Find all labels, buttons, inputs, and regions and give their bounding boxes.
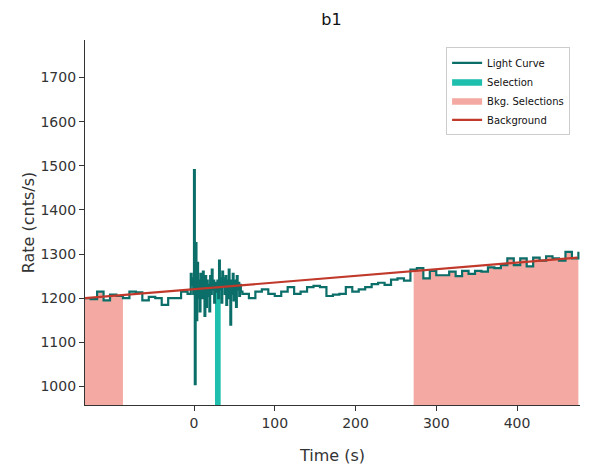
svg-text:1100: 1100 <box>40 334 76 350</box>
svg-text:400: 400 <box>504 415 531 431</box>
svg-text:1600: 1600 <box>40 114 76 130</box>
svg-text:b1: b1 <box>321 10 341 29</box>
svg-text:Time (s): Time (s) <box>299 446 365 465</box>
svg-text:1700: 1700 <box>40 69 76 85</box>
svg-text:100: 100 <box>261 415 288 431</box>
svg-text:Selection: Selection <box>487 77 533 88</box>
svg-text:200: 200 <box>342 415 369 431</box>
svg-text:1300: 1300 <box>40 246 76 262</box>
svg-text:1500: 1500 <box>40 158 76 174</box>
svg-text:Bkg. Selections: Bkg. Selections <box>487 96 564 107</box>
svg-text:1400: 1400 <box>40 202 76 218</box>
svg-text:300: 300 <box>423 415 450 431</box>
svg-text:1000: 1000 <box>40 378 76 394</box>
svg-text:0: 0 <box>190 415 199 431</box>
svg-text:Light Curve: Light Curve <box>487 58 545 69</box>
svg-text:Background: Background <box>487 115 547 126</box>
svg-text:Rate (cnts/s): Rate (cnts/s) <box>19 172 38 274</box>
svg-text:1200: 1200 <box>40 290 76 306</box>
